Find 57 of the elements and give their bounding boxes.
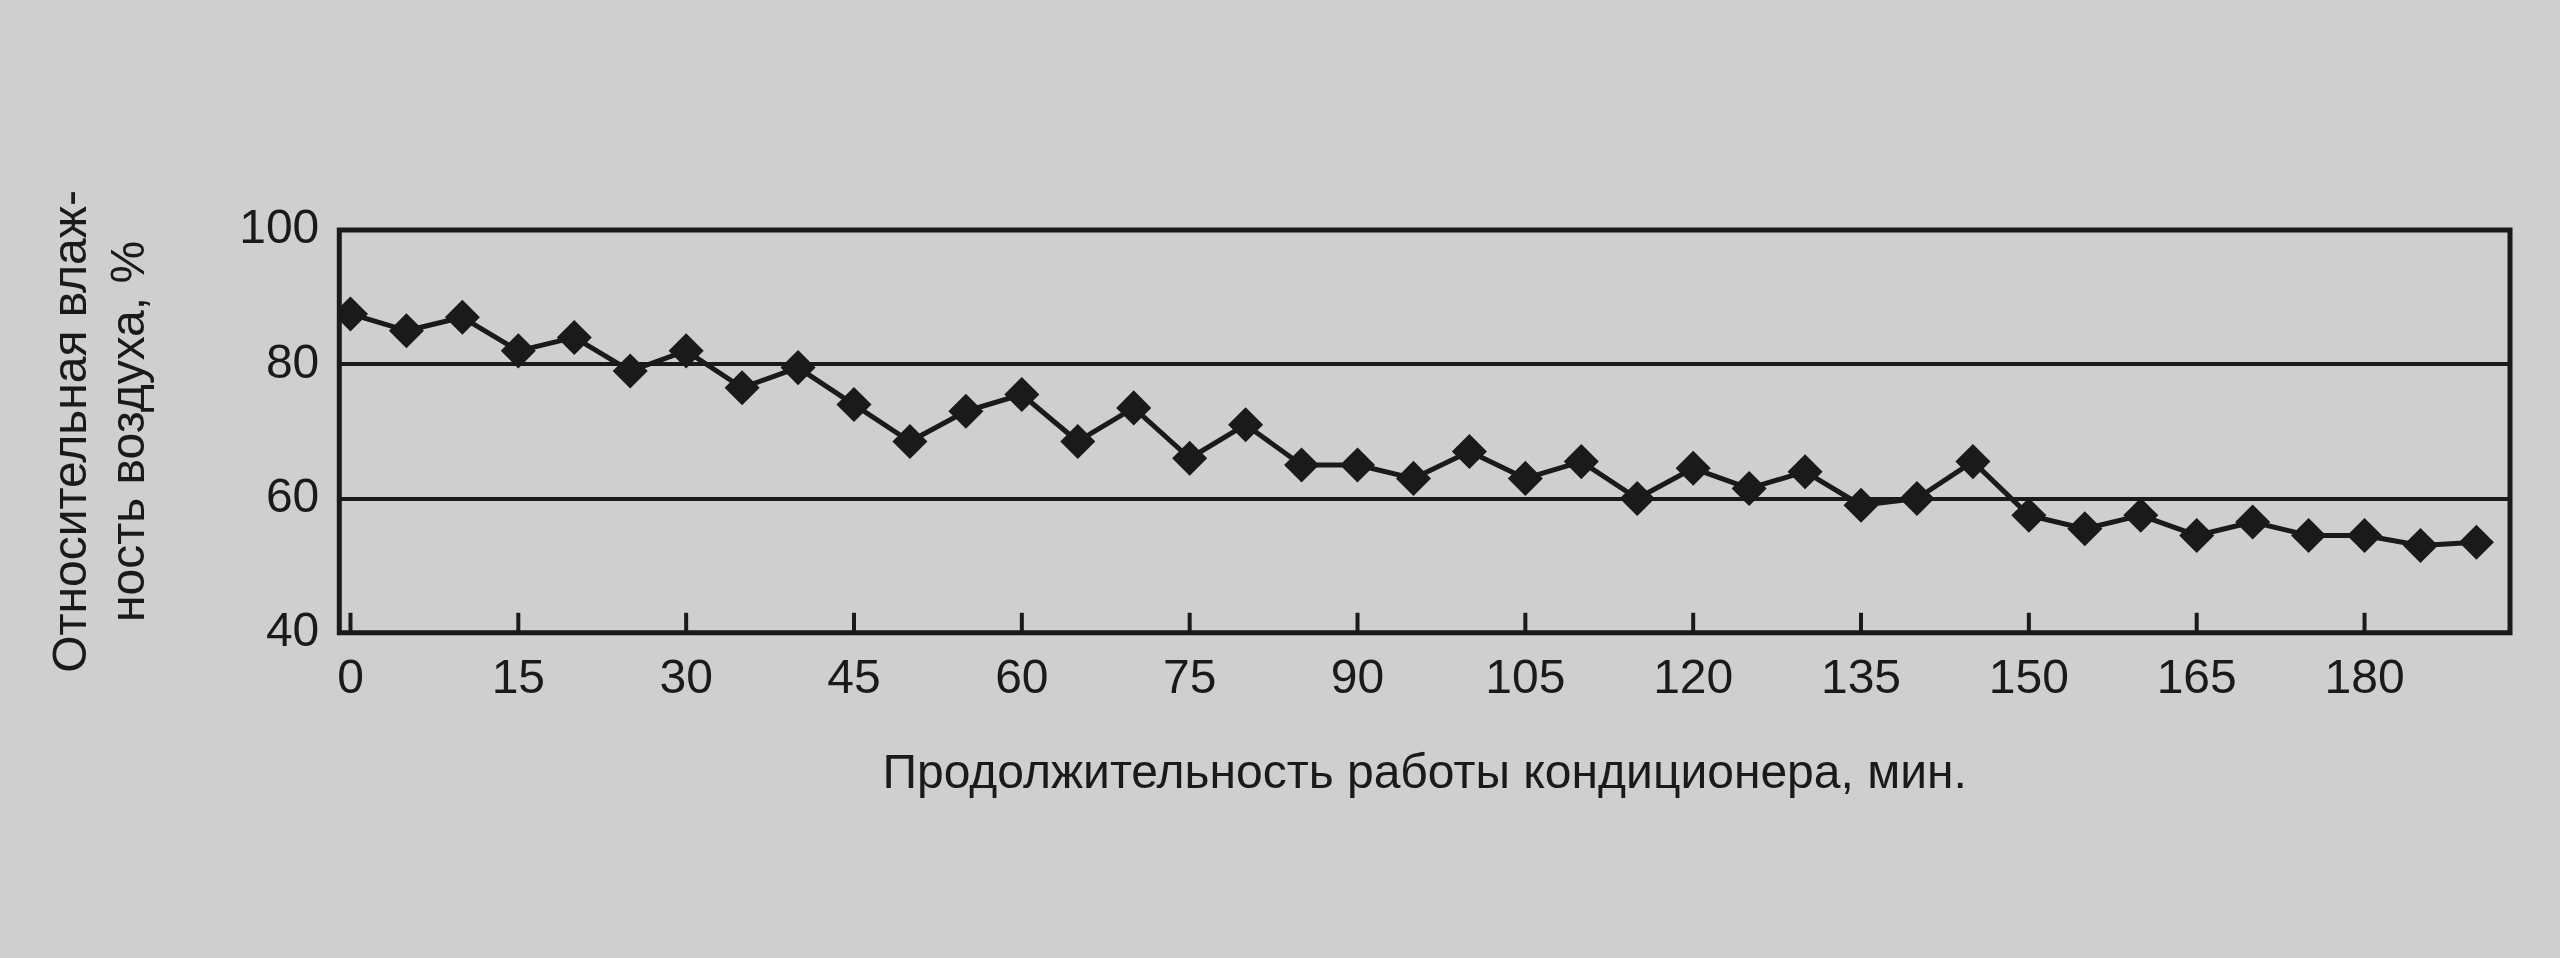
x-tick-label: 30 [659, 649, 713, 703]
point [725, 371, 759, 405]
y-tick-label: 100 [239, 200, 320, 254]
point [2180, 518, 2214, 552]
point [669, 334, 703, 368]
point [1229, 408, 1263, 442]
point [949, 394, 983, 428]
point [2012, 498, 2046, 532]
x-tick-label: 180 [2324, 649, 2405, 703]
point [1788, 455, 1822, 489]
y-tick-label: 60 [265, 468, 320, 522]
point [781, 351, 815, 385]
point [1732, 471, 1766, 505]
x-tick-label: 165 [2156, 649, 2237, 703]
point [2403, 529, 2437, 563]
x-tick-label: 150 [1988, 649, 2069, 703]
x-tick-label: 0 [337, 649, 364, 703]
point [2068, 512, 2102, 546]
point [2236, 505, 2270, 539]
x-tick-label: 60 [995, 649, 1049, 703]
point [1117, 391, 1151, 425]
point [1173, 441, 1207, 475]
point [557, 320, 591, 354]
point [389, 314, 423, 348]
x-axis-title: Продолжительность работы кондиционера, мин. [882, 745, 1967, 799]
point [1676, 451, 1710, 485]
point [2459, 525, 2493, 559]
point [2124, 498, 2158, 532]
x-tick-label: 135 [1820, 649, 1902, 703]
point [2348, 518, 2382, 552]
point [1564, 445, 1598, 479]
x-tick-label: 75 [1162, 649, 1217, 703]
point [1620, 482, 1654, 516]
x-tick-label: 45 [827, 649, 881, 703]
point [445, 300, 479, 334]
point [893, 424, 927, 458]
point [1341, 448, 1375, 482]
point [501, 334, 535, 368]
y-axis-title: Относительная влаж- ность воздуха, % [43, 190, 154, 673]
x-tick-label: 15 [491, 649, 546, 703]
point [1005, 377, 1039, 411]
point [1396, 461, 1430, 495]
point [2292, 518, 2326, 552]
x-tick-label: 105 [1485, 649, 1566, 703]
point [1061, 424, 1095, 458]
point [1285, 448, 1319, 482]
y-tick-label: 80 [265, 334, 320, 388]
point [1452, 435, 1486, 469]
point [1956, 445, 1990, 479]
point [837, 388, 871, 422]
point [1844, 488, 1878, 522]
x-tick-label: 90 [1330, 649, 1385, 703]
point [1900, 482, 1934, 516]
y-tick-label: 40 [265, 603, 320, 657]
point [613, 354, 647, 388]
x-tick-label: 120 [1653, 649, 1734, 703]
point [1508, 461, 1542, 495]
